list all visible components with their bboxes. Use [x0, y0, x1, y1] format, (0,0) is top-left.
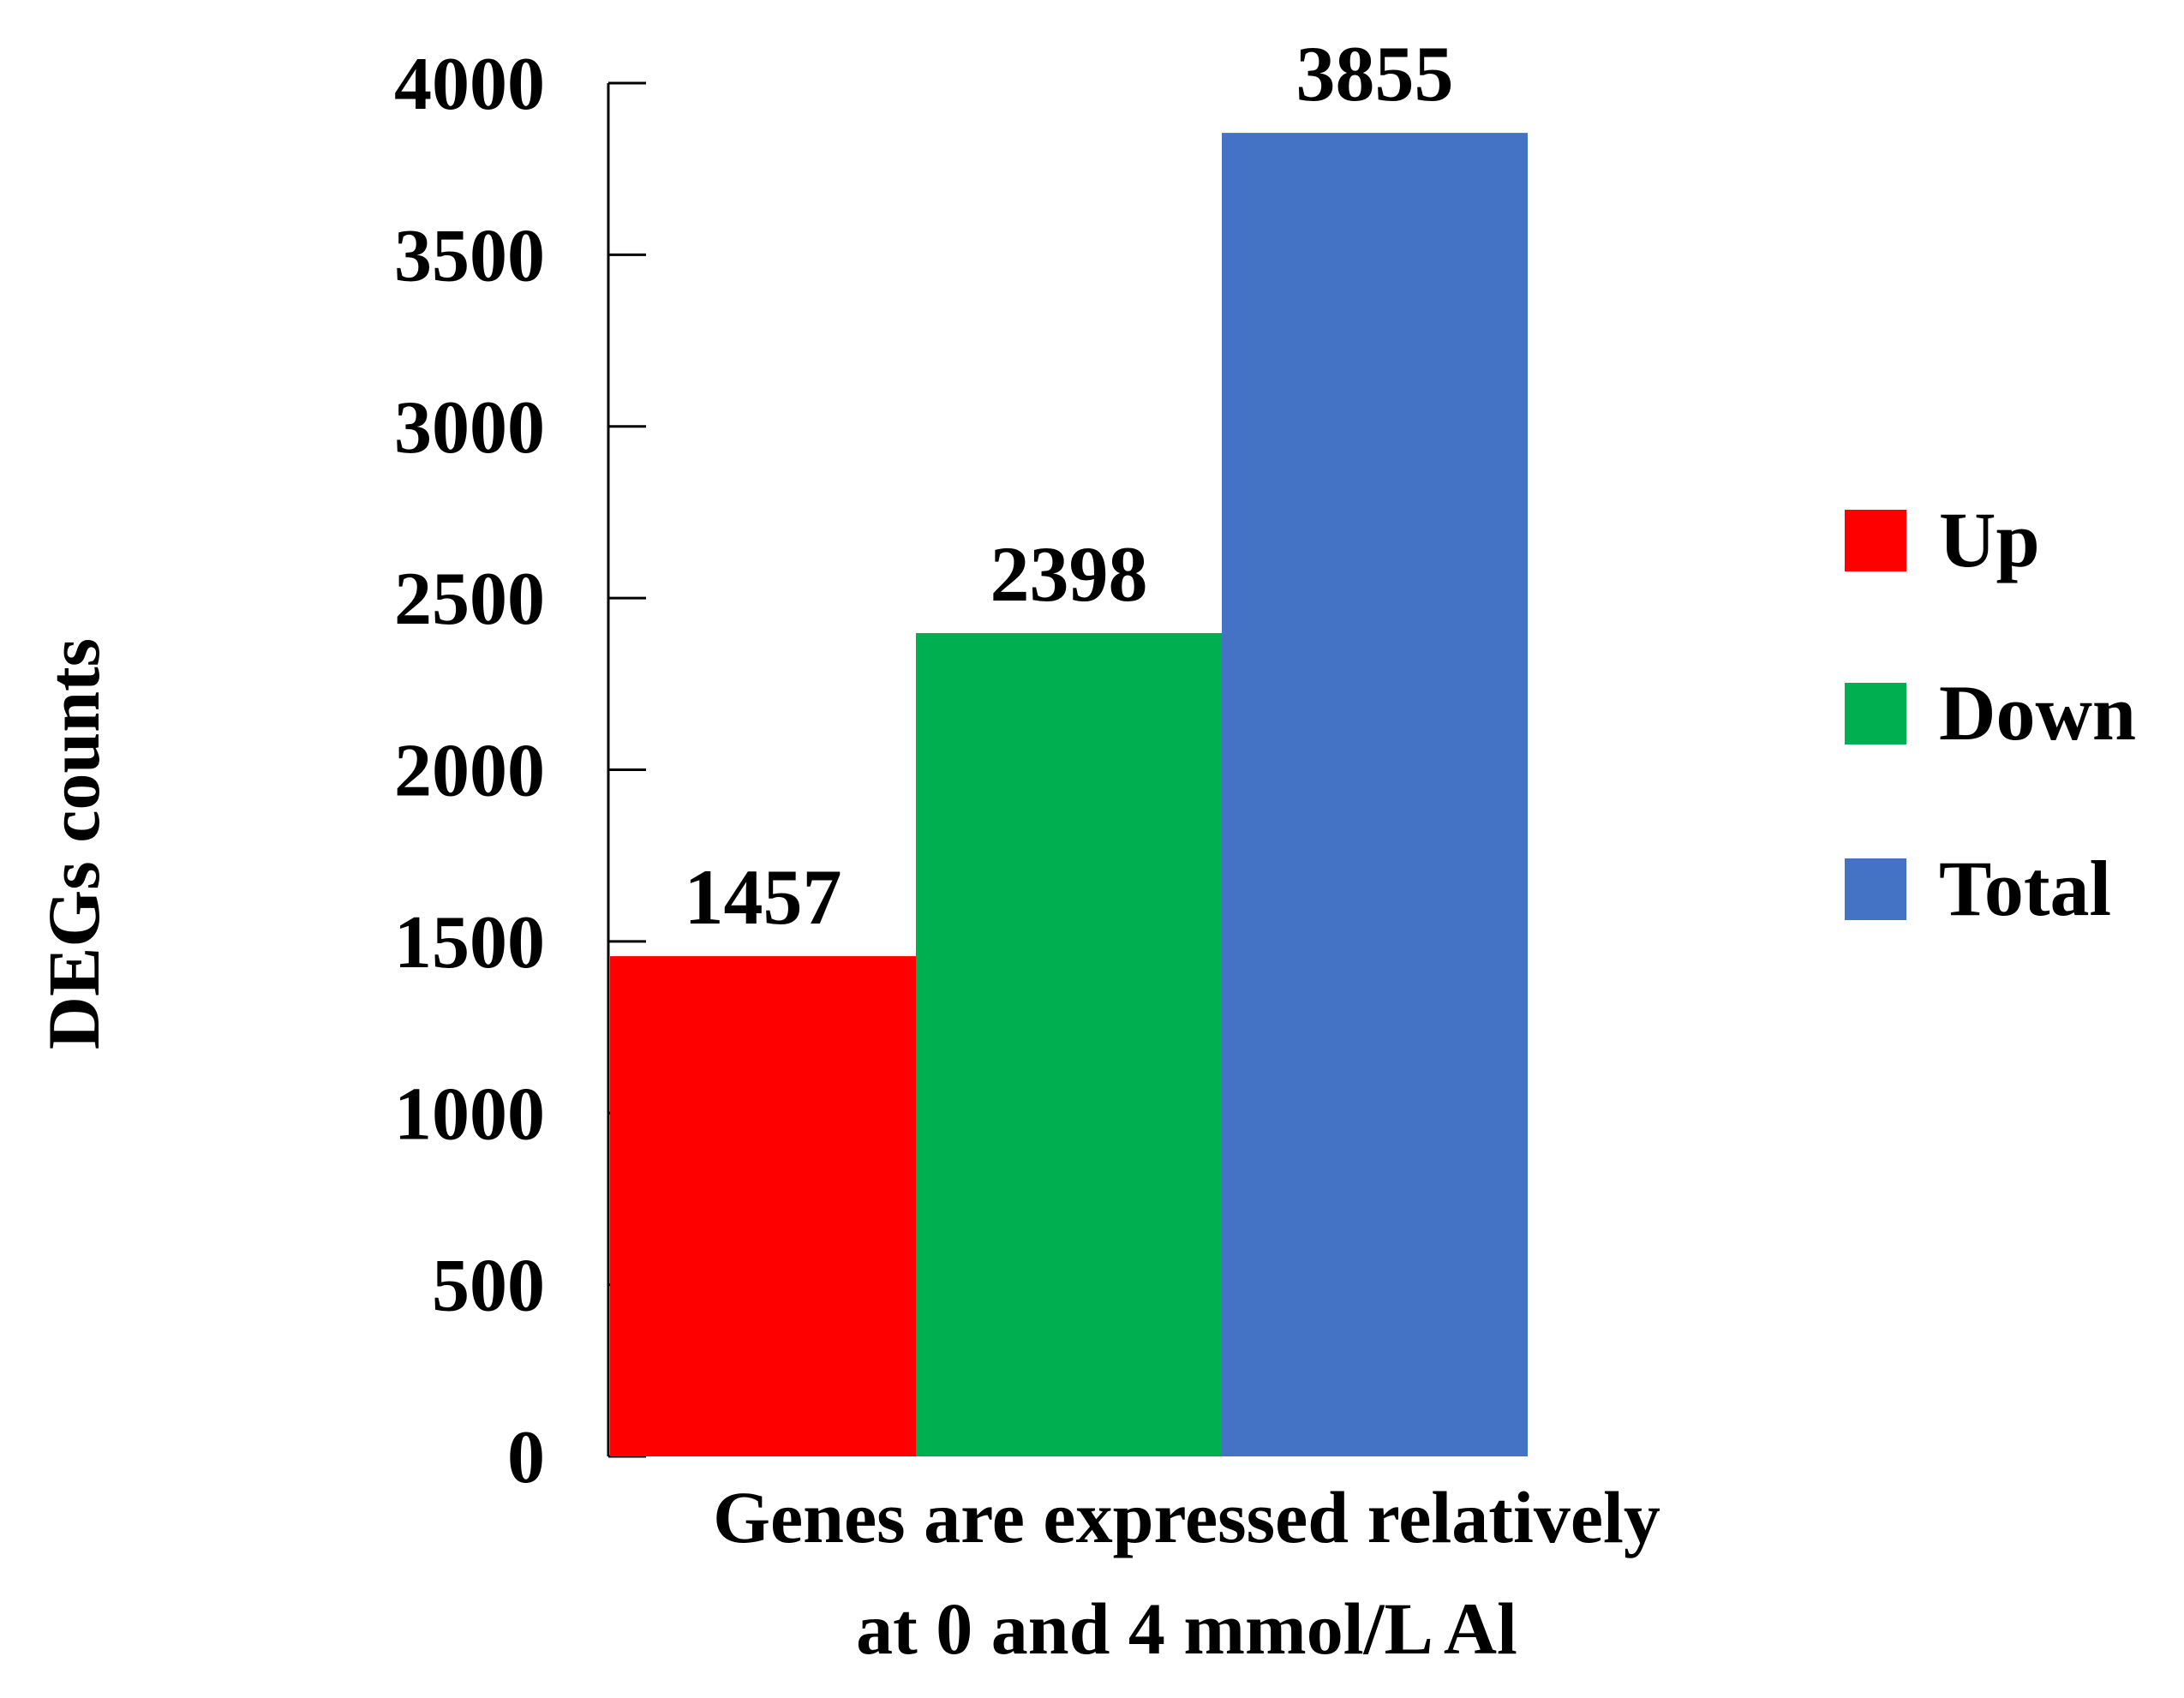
y-tick-label: 1500 — [394, 901, 545, 984]
bars — [610, 133, 1528, 1456]
data-label-total: 3855 — [1296, 30, 1454, 117]
legend: Up Down Total — [1845, 496, 2136, 932]
data-label-down: 2398 — [990, 530, 1148, 618]
y-tick-label: 3000 — [394, 386, 545, 469]
legend-swatch-total — [1845, 858, 1906, 920]
bar-total — [1222, 133, 1528, 1456]
x-axis-title-line-1: Genes are expressed relatively — [713, 1476, 1660, 1558]
y-axis: 0 500 1000 1500 2000 2500 3000 3500 4000 — [394, 43, 646, 1499]
y-tick-label: 500 — [432, 1245, 545, 1328]
legend-swatch-up — [1845, 510, 1906, 571]
data-labels: 1457 2398 3855 — [685, 30, 1454, 941]
x-axis-title-line-2: at 0 and 4 mmol/L Al — [856, 1587, 1517, 1670]
y-tick-label: 2000 — [394, 730, 545, 813]
bar-up — [610, 956, 916, 1456]
y-tick-label: 2500 — [394, 558, 545, 641]
legend-swatch-down — [1845, 683, 1906, 744]
y-tick-label: 3500 — [394, 214, 545, 297]
bar-down — [916, 633, 1222, 1456]
y-tick-label: 1000 — [394, 1073, 545, 1156]
y-tick-label: 4000 — [394, 43, 545, 126]
y-axis-title: DEGs counts — [33, 638, 115, 1049]
legend-label-up: Up — [1939, 496, 2040, 583]
y-tick-label: 0 — [507, 1416, 545, 1499]
data-label-up: 1457 — [685, 853, 842, 941]
legend-label-total: Total — [1939, 845, 2111, 932]
legend-label-down: Down — [1939, 669, 2136, 756]
